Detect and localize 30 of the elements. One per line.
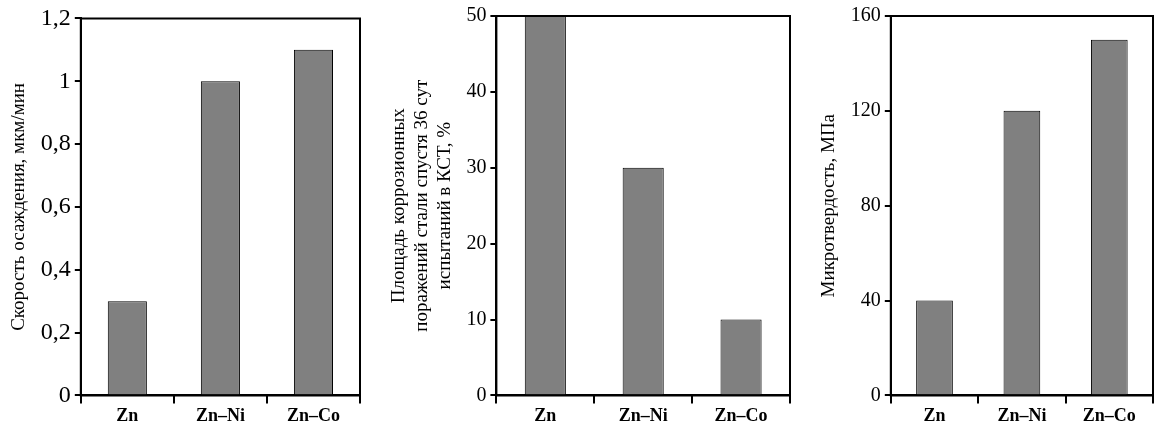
y-tick-label: 30	[466, 155, 487, 178]
y-tick-label: 160	[850, 3, 881, 26]
x-tick-label: Zn–Ni	[195, 404, 245, 425]
x-tick-label: Zn	[116, 404, 139, 425]
y-tick-label: 0	[870, 382, 881, 405]
x-tick-label: Zn	[923, 404, 946, 425]
y-tick-label: 0,8	[40, 129, 71, 156]
y-tick-label: 0,2	[40, 317, 71, 344]
y-tick-label: 1,2	[40, 3, 71, 30]
x-tick-label: Zn–Ni	[997, 404, 1047, 425]
y-tick-label: 120	[850, 98, 881, 121]
y-axis-title: Площадь коррозионных поражений стали спустя 36 сут испытаний в КСТ, %	[387, 79, 454, 332]
x-tick-label: Zn–Co	[714, 404, 768, 425]
y-tick-label: 10	[466, 306, 487, 329]
y-tick-label: 0,6	[40, 192, 71, 219]
y-tick-label: 40	[466, 79, 487, 102]
x-tick-label: Zn–Co	[286, 404, 340, 425]
y-axis-title: Скорость осаждения, мкм/мин	[7, 82, 29, 331]
y-tick-label: 50	[466, 3, 487, 26]
y-tick-label: 0	[476, 382, 487, 405]
y-tick-label: 40	[860, 287, 881, 310]
y-tick-label: 0,4	[40, 255, 71, 282]
y-tick-label: 80	[860, 192, 881, 215]
x-tick-label: Zn	[534, 404, 557, 425]
x-tick-label: Zn–Ni	[618, 404, 668, 425]
y-tick-label: 1	[58, 66, 71, 93]
y-tick-label: 20	[466, 230, 487, 253]
x-tick-label: Zn–Co	[1082, 404, 1136, 425]
y-axis-title: Микротвердость, МПа	[817, 113, 839, 298]
y-tick-label: 0	[58, 380, 71, 407]
